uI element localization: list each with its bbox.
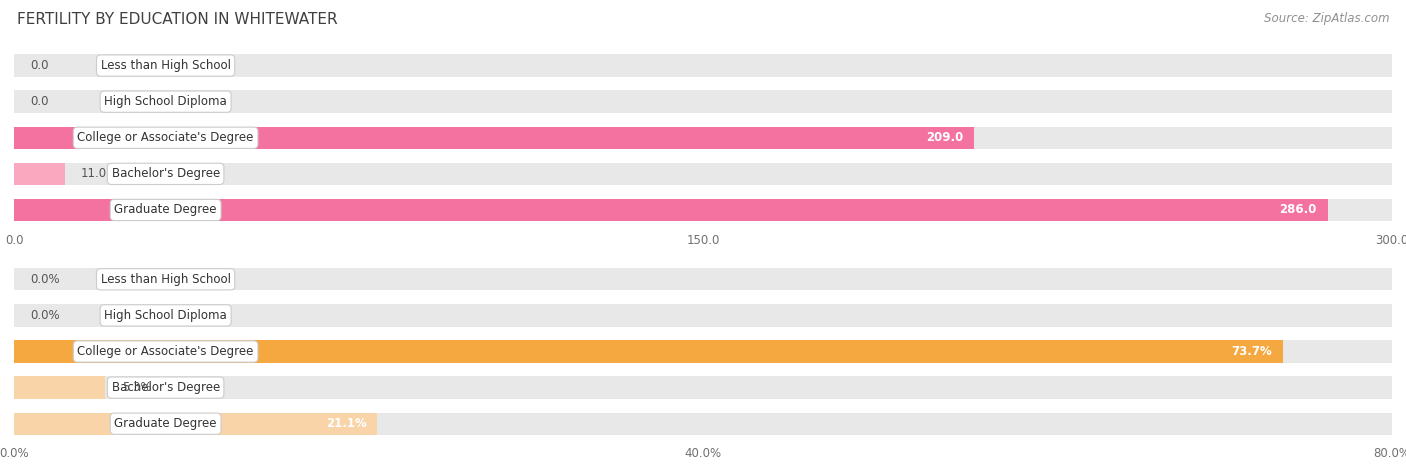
Bar [14,412,377,435]
Bar [14,162,1392,185]
Text: 209.0: 209.0 [925,131,963,144]
Text: High School Diploma: High School Diploma [104,95,226,108]
Text: Less than High School: Less than High School [101,273,231,286]
Bar [14,54,1392,77]
Text: 11.0: 11.0 [82,167,107,180]
Bar [14,268,1392,291]
Text: 0.0%: 0.0% [31,273,60,286]
Bar [14,412,1392,435]
Bar [14,162,65,185]
Bar [14,126,1392,149]
Text: 0.0: 0.0 [31,59,49,72]
Text: Graduate Degree: Graduate Degree [114,203,217,217]
Text: 73.7%: 73.7% [1232,345,1272,358]
Bar [14,199,1392,221]
Bar [14,126,974,149]
Bar [14,304,1392,327]
Text: Less than High School: Less than High School [101,59,231,72]
Bar [14,340,1392,363]
Bar [14,199,1327,221]
Bar [14,90,1392,113]
Text: Bachelor's Degree: Bachelor's Degree [111,381,219,394]
Bar [14,340,1284,363]
Text: High School Diploma: High School Diploma [104,309,226,322]
Bar [14,376,1392,399]
Text: Graduate Degree: Graduate Degree [114,417,217,430]
Text: 5.3%: 5.3% [122,381,152,394]
Text: 286.0: 286.0 [1279,203,1316,217]
Text: Bachelor's Degree: Bachelor's Degree [111,167,219,180]
Bar [14,376,105,399]
Text: 0.0: 0.0 [31,95,49,108]
Text: Source: ZipAtlas.com: Source: ZipAtlas.com [1264,12,1389,25]
Text: College or Associate's Degree: College or Associate's Degree [77,345,254,358]
Text: FERTILITY BY EDUCATION IN WHITEWATER: FERTILITY BY EDUCATION IN WHITEWATER [17,12,337,27]
Text: 0.0%: 0.0% [31,309,60,322]
Text: College or Associate's Degree: College or Associate's Degree [77,131,254,144]
Text: 21.1%: 21.1% [326,417,367,430]
